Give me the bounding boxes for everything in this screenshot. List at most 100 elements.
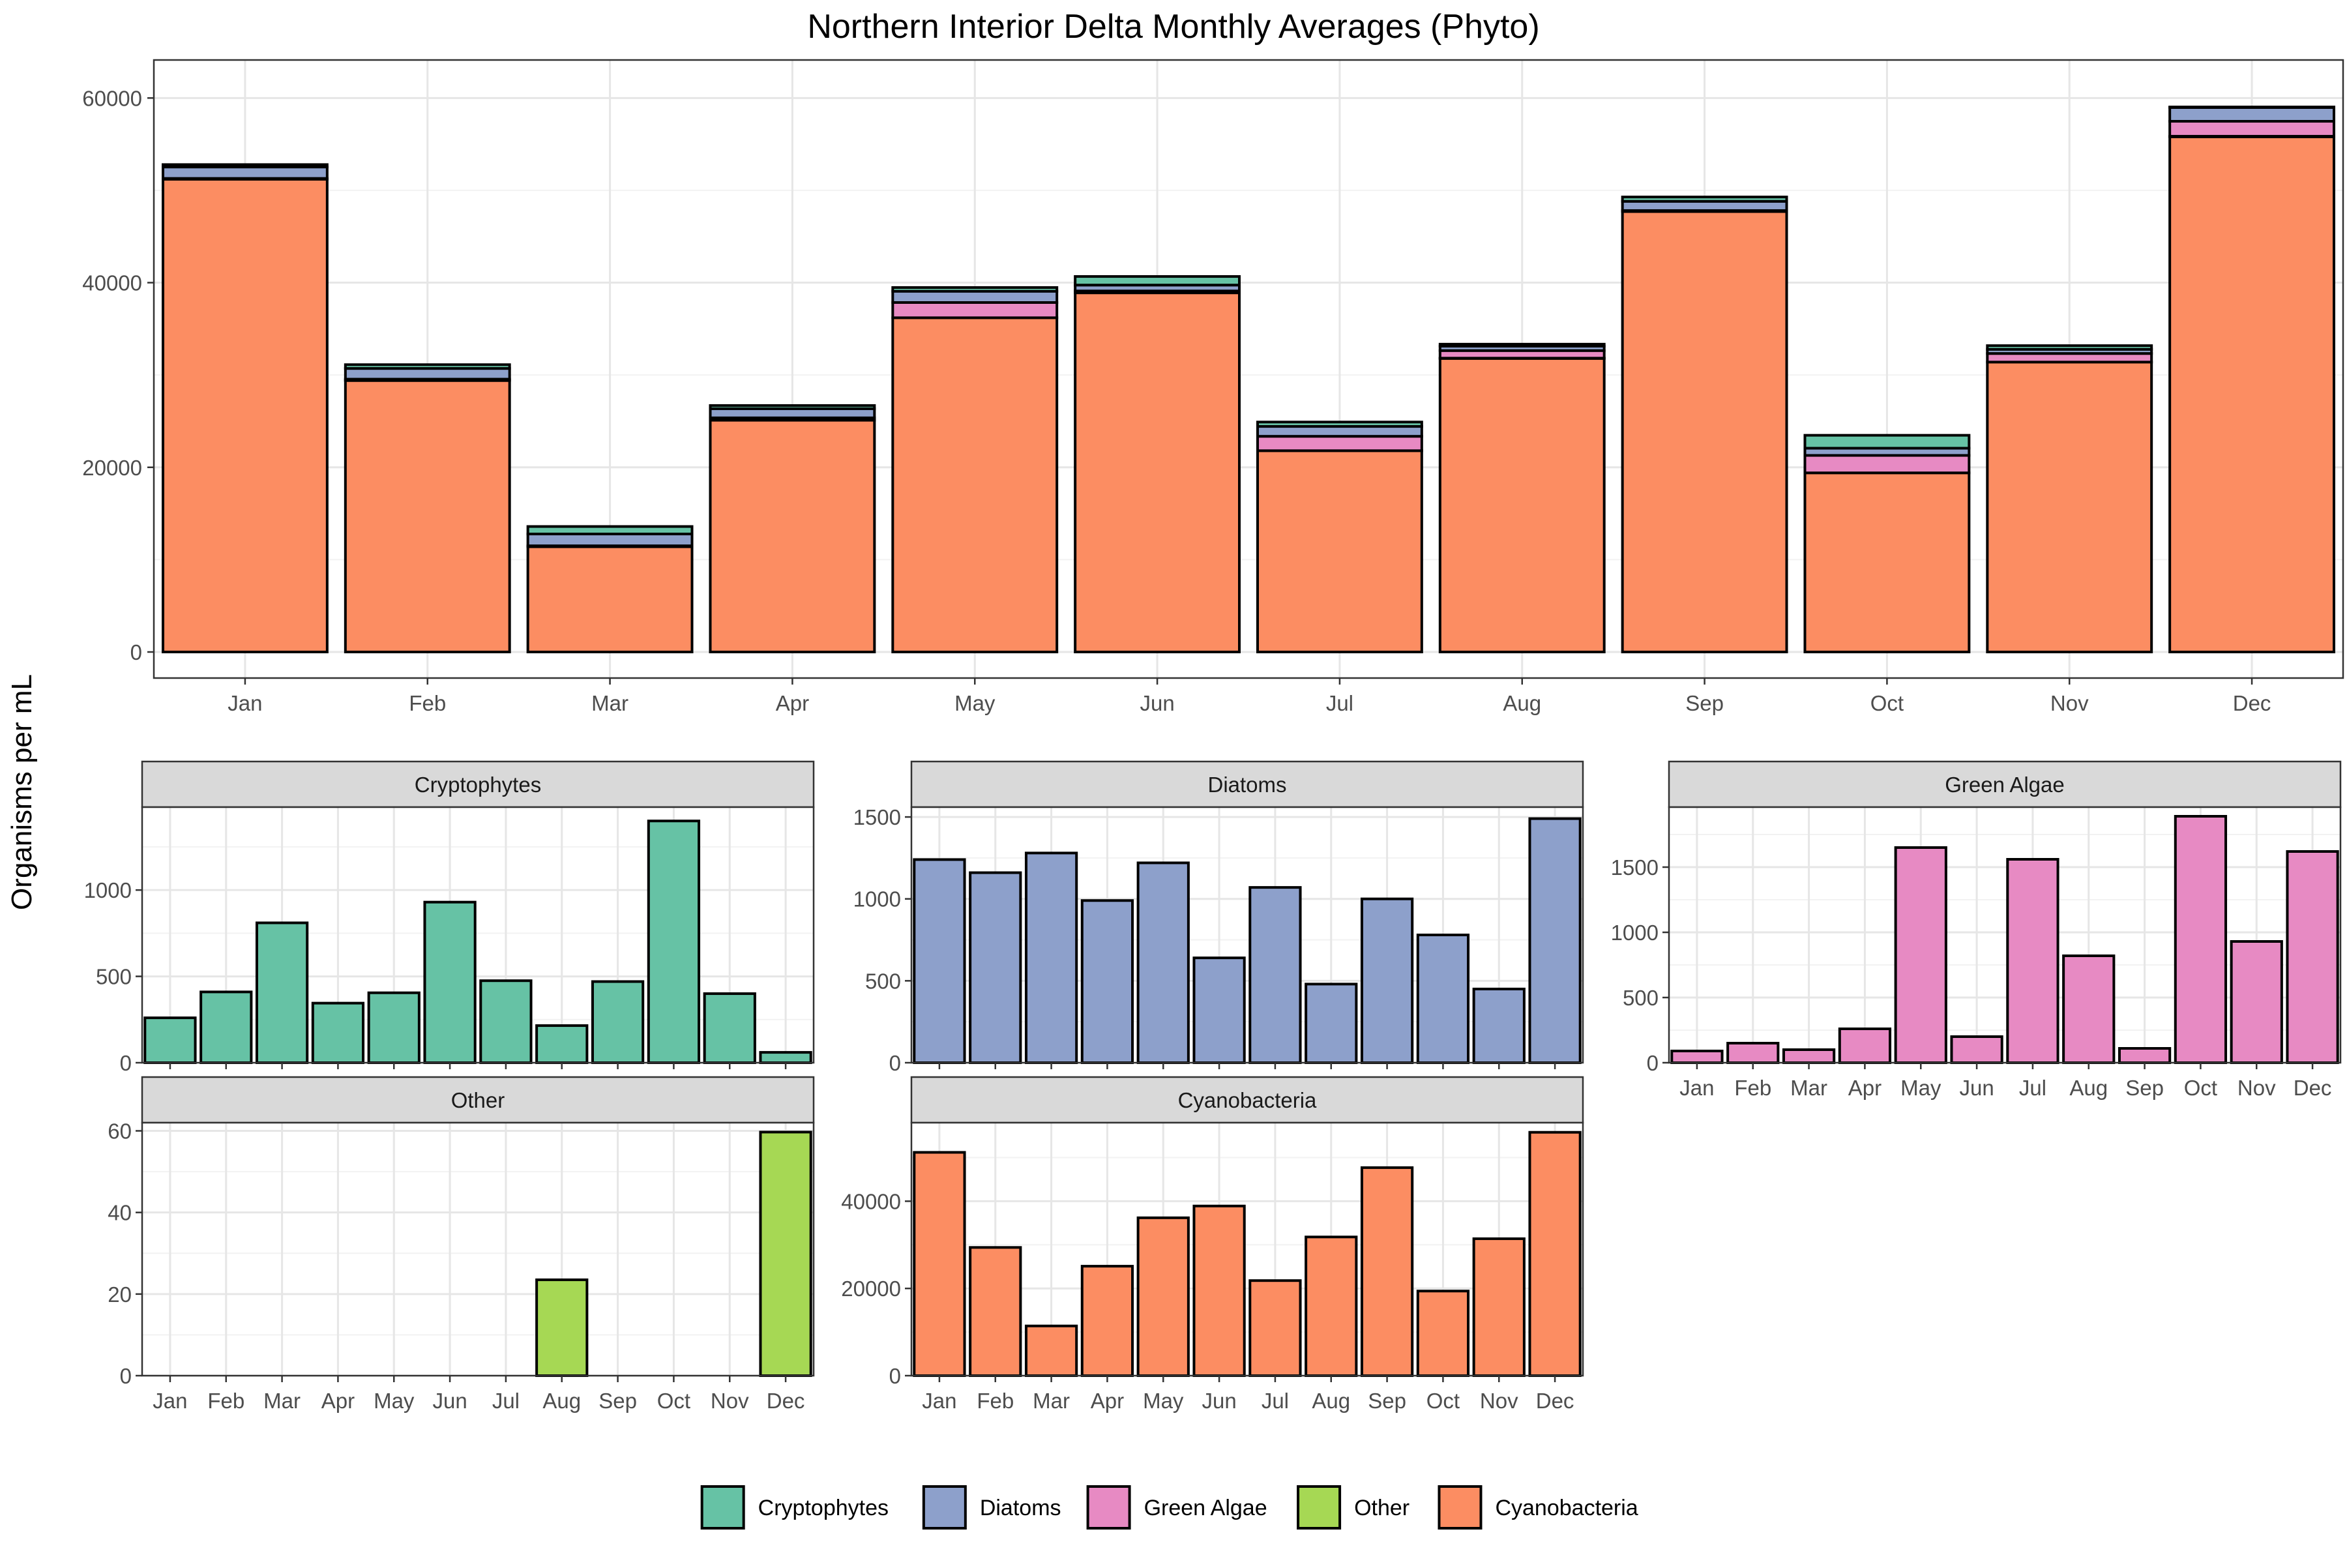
facet-strip-label: Cryptophytes: [415, 773, 541, 797]
x-tick-label: Aug: [1503, 691, 1541, 715]
bar-cyanobacteria-jul: [1256, 449, 1423, 653]
x-tick-label: Jul: [2019, 1076, 2046, 1100]
bar-cyanobacteria-may: [1136, 1216, 1190, 1377]
y-tick-label: 40: [108, 1201, 132, 1225]
x-tick-label: Apr: [1848, 1076, 1882, 1100]
facet-strip: [141, 1076, 815, 1124]
y-tick-label: 0: [1647, 1051, 1659, 1075]
bar-green-algae-nov: [2230, 940, 2283, 1064]
x-tick-label: May: [954, 691, 996, 715]
bar-cyanobacteria-oct: [1416, 1290, 1470, 1378]
facet-border: [1668, 806, 2342, 1064]
bar-cryptophytes-may: [367, 991, 421, 1065]
legend-key-other: [1297, 1485, 1342, 1530]
x-tick-label: Mar: [1790, 1076, 1827, 1100]
y-axis-label: Organisms per mL: [6, 674, 38, 910]
bar-diatoms-apr: [1080, 899, 1134, 1064]
y-tick-label: 0: [889, 1364, 901, 1388]
bar-cryptophytes-apr: [709, 404, 876, 410]
facet-panel-cryptophytes: Cryptophytes 0 500 1000: [84, 760, 815, 1075]
x-tick-label: Dec: [1536, 1389, 1574, 1413]
bar-cryptophytes-apr: [311, 1001, 365, 1064]
x-tick-label: Jan: [1679, 1076, 1714, 1100]
bar-diatoms-jul: [1256, 425, 1423, 438]
bar-green-algae-jul: [1256, 435, 1423, 452]
legend-item-cryptophytes: Cryptophytes: [700, 1485, 889, 1530]
bar-green-algae-apr: [1838, 1028, 1892, 1064]
facet-border: [141, 806, 815, 1064]
legend-key-green-algae: [1086, 1485, 1131, 1530]
bar-diatoms-nov: [1472, 987, 1526, 1065]
x-tick-label: Jun: [1959, 1076, 1994, 1100]
bar-cyanobacteria-may: [891, 316, 1059, 654]
bar-green-algae-may: [1894, 846, 1947, 1064]
bar-diatoms-sep: [1360, 897, 1414, 1064]
y-tick-label: 1500: [1611, 855, 1659, 880]
bar-cryptophytes-nov: [703, 992, 756, 1065]
x-tick-label: Mar: [263, 1389, 301, 1413]
legend-key-cryptophytes: [700, 1485, 745, 1530]
bar-cyanobacteria-mar: [526, 545, 694, 653]
bar-cryptophytes-nov: [1986, 344, 2153, 351]
bar-cryptophytes-oct: [1803, 434, 1971, 450]
bar-diatoms-may: [891, 289, 1059, 304]
y-tick-label: 500: [1623, 986, 1659, 1010]
facet-strip: [910, 1076, 1584, 1124]
bar-cyanobacteria-dec: [2168, 135, 2336, 654]
bar-cyanobacteria-apr: [709, 419, 876, 654]
bar-diatoms-mar: [1024, 851, 1078, 1065]
bar-other-aug: [535, 1278, 589, 1377]
x-tick-label: Nov: [2237, 1076, 2276, 1100]
bar-cryptophytes-aug: [535, 1024, 589, 1065]
x-tick-label: Feb: [409, 691, 446, 715]
bar-cryptophytes-mar: [255, 921, 309, 1065]
facet-strip: [910, 760, 1584, 808]
bar-diatoms-aug: [1305, 983, 1358, 1065]
legend-item-diatoms: Diatoms: [922, 1485, 1061, 1530]
x-tick-label: Aug: [2069, 1076, 2108, 1100]
x-tick-label: Dec: [2294, 1076, 2332, 1100]
x-tick-label: Feb: [207, 1389, 244, 1413]
y-tick-label: 0: [120, 1051, 132, 1075]
bar-other-dec: [759, 1131, 812, 1377]
bar-cyanobacteria-jan: [913, 1151, 966, 1377]
bar-cryptophytes-jun: [423, 900, 477, 1064]
bar-cryptophytes-feb: [199, 990, 253, 1064]
x-tick-label: Nov: [2050, 691, 2089, 715]
bar-diatoms-feb: [344, 367, 511, 381]
bar-cryptophytes-sep: [1621, 196, 1788, 203]
bar-cryptophytes-jan: [161, 163, 329, 169]
legend-label: Cryptophytes: [758, 1496, 889, 1520]
bar-green-algae-jul: [2006, 858, 2059, 1064]
facet-strip-label: Cyanobacteria: [1178, 1088, 1317, 1112]
bar-cryptophytes-jun: [1074, 275, 1241, 287]
x-tick-label: Nov: [1480, 1389, 1518, 1413]
legend: Cryptophytes Diatoms Green Algae Other Cyano…: [700, 1485, 1638, 1530]
bar-diatoms-may: [1136, 861, 1190, 1065]
facet-panel-cyanobacteria: Cyanobacteria 0 20000 40000 Jan Feb Mar Apr May J…: [841, 1076, 1584, 1413]
bar-cyanobacteria-oct: [1803, 471, 1971, 654]
bar-cryptophytes-feb: [344, 363, 511, 370]
x-tick-label: Apr: [1091, 1389, 1124, 1413]
bar-diatoms-jan: [913, 858, 966, 1065]
facet-panel-green-algae: Green Algae 0 500 1000 1500 Jan Feb Mar Apr May Ju…: [1611, 760, 2342, 1100]
bar-cryptophytes-dec: [2168, 106, 2336, 109]
y-tick-label: 60: [108, 1119, 132, 1144]
x-tick-label: Jul: [1326, 691, 1353, 715]
facet-strip-label: Other: [451, 1088, 505, 1112]
bar-cyanobacteria-feb: [344, 379, 511, 654]
bar-cyanobacteria-apr: [1080, 1265, 1134, 1377]
bar-cryptophytes-mar: [526, 525, 694, 536]
main-stacked-panel: 0 20000 40000 60000 Jan Feb Mar Apr May Jun Jul Aug…: [82, 59, 2344, 715]
bar-cryptophytes-aug: [1438, 342, 1606, 348]
x-tick-label: Mar: [591, 691, 628, 715]
bar-diatoms-apr: [709, 407, 876, 419]
x-tick-label: Dec: [2233, 691, 2271, 715]
bar-diatoms-jul: [1248, 886, 1302, 1064]
bar-green-algae-jun: [1950, 1035, 2003, 1064]
y-tick-label: 20000: [841, 1277, 901, 1301]
bar-cyanobacteria-feb: [969, 1246, 1022, 1377]
x-tick-label: Feb: [1734, 1076, 1771, 1100]
